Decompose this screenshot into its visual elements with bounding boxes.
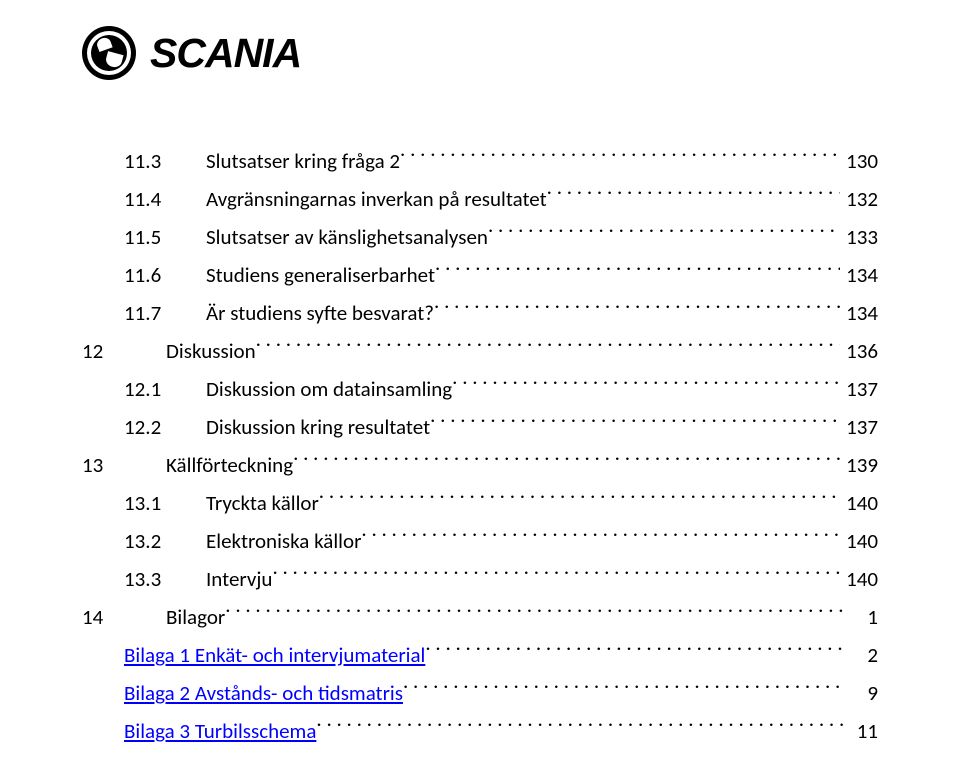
toc-entry-page: 134 <box>840 256 878 294</box>
toc-row: 13 Källförteckning 139 <box>82 446 878 484</box>
toc-row: 14 Bilagor 1 <box>82 598 878 636</box>
toc-entry-title: Bilagor <box>166 598 225 636</box>
toc-entry-title: Diskussion om datainsamling <box>206 370 452 408</box>
toc-entry-number: 12.2 <box>124 408 168 446</box>
toc-leader-dots <box>400 147 840 168</box>
toc-entry-title: Slutsatser av känslighetsanalysen <box>206 218 488 256</box>
toc-leader-dots <box>488 223 840 244</box>
toc-row: 13.3 Intervju 140 <box>82 560 878 598</box>
toc-leader-dots <box>430 413 840 434</box>
toc-entry-page: 134 <box>840 294 878 332</box>
toc-entry-title: Studiens generaliserbarhet <box>206 256 435 294</box>
toc-entry-number: 11.3 <box>124 142 168 180</box>
toc-entry-title: Diskussion <box>166 332 256 370</box>
toc-entry-title[interactable]: Bilaga 3 Turbilsschema <box>124 712 316 750</box>
toc-row: 12 Diskussion 136 <box>82 332 878 370</box>
toc-entry-number: 11.6 <box>124 256 168 294</box>
toc-row: 12.1 Diskussion om datainsamling 137 <box>82 370 878 408</box>
toc-entry-page: 130 <box>840 142 878 180</box>
toc-entry-number: 13.1 <box>124 484 168 522</box>
toc-entry-page: 139 <box>840 446 878 484</box>
toc-entry-number: 12.1 <box>124 370 168 408</box>
toc-entry-title: Intervju <box>206 560 272 598</box>
brand-wordmark: SCANIA <box>150 30 301 77</box>
toc-entry-page: 133 <box>840 218 878 256</box>
toc-row[interactable]: Bilaga 3 Turbilsschema 11 <box>82 712 878 750</box>
toc-entry-title: Slutsatser kring fråga 2 <box>206 142 400 180</box>
toc-entry-page: 11 <box>844 712 878 750</box>
toc-row: 12.2 Diskussion kring resultatet 137 <box>82 408 878 446</box>
table-of-contents: 11.3 Slutsatser kring fråga 2 130 11.4 Avgrä… <box>82 142 878 750</box>
toc-leader-dots <box>272 565 840 586</box>
toc-entry-title: Elektroniska källor <box>206 522 361 560</box>
toc-entry-title: Avgränsningarnas inverkan på resultatet <box>206 180 547 218</box>
toc-leader-dots <box>435 261 840 282</box>
toc-leader-dots <box>361 527 840 548</box>
toc-row[interactable]: Bilaga 2 Avstånds- och tidsmatris 9 <box>82 674 878 712</box>
toc-entry-title: Diskussion kring resultatet <box>206 408 430 446</box>
toc-entry-page: 136 <box>840 332 878 370</box>
toc-leader-dots <box>316 717 844 738</box>
toc-entry-page: 9 <box>844 674 878 712</box>
toc-entry-title[interactable]: Bilaga 1 Enkät- och intervjumaterial <box>124 636 425 674</box>
toc-entry-number: 13 <box>82 446 110 484</box>
toc-leader-dots <box>425 641 844 662</box>
toc-entry-title: Tryckta källor <box>206 484 319 522</box>
toc-entry-page: 140 <box>840 484 878 522</box>
toc-entry-number: 13.3 <box>124 560 168 598</box>
toc-entry-title: Är studiens syfte besvarat? <box>206 294 434 332</box>
toc-row: 11.5 Slutsatser av känslighetsanalysen 133 <box>82 218 878 256</box>
toc-leader-dots <box>319 489 840 510</box>
brand-header: SCANIA <box>82 26 878 80</box>
toc-leader-dots <box>403 679 844 700</box>
toc-row: 11.6 Studiens generaliserbarhet 134 <box>82 256 878 294</box>
toc-leader-dots <box>434 299 840 320</box>
toc-entry-page: 140 <box>840 522 878 560</box>
toc-entry-title: Källförteckning <box>166 446 293 484</box>
toc-entry-page: 132 <box>840 180 878 218</box>
toc-entry-title[interactable]: Bilaga 2 Avstånds- och tidsmatris <box>124 674 403 712</box>
toc-row: 11.7 Är studiens syfte besvarat? 134 <box>82 294 878 332</box>
toc-entry-number: 11.5 <box>124 218 168 256</box>
toc-leader-dots <box>547 185 840 206</box>
toc-entry-number: 12 <box>82 332 110 370</box>
toc-entry-page: 137 <box>840 370 878 408</box>
toc-row: 13.1 Tryckta källor 140 <box>82 484 878 522</box>
document-page: SCANIA 11.3Slutsatser kring fråga 213011… <box>0 0 960 770</box>
toc-leader-dots <box>256 337 840 358</box>
toc-entry-page: 137 <box>840 408 878 446</box>
toc-row: 11.4 Avgränsningarnas inverkan på resulta… <box>82 180 878 218</box>
toc-leader-dots <box>293 451 840 472</box>
toc-entry-page: 1 <box>844 598 878 636</box>
toc-leader-dots <box>225 603 844 624</box>
toc-entry-number: 14 <box>82 598 110 636</box>
toc-entry-page: 2 <box>844 636 878 674</box>
toc-entry-page: 140 <box>840 560 878 598</box>
toc-row: 11.3 Slutsatser kring fråga 2 130 <box>82 142 878 180</box>
toc-entry-number: 11.7 <box>124 294 168 332</box>
toc-leader-dots <box>452 375 840 396</box>
toc-entry-number: 13.2 <box>124 522 168 560</box>
toc-entry-number: 11.4 <box>124 180 168 218</box>
toc-row: 13.2 Elektroniska källor 140 <box>82 522 878 560</box>
toc-row[interactable]: Bilaga 1 Enkät- och intervjumaterial 2 <box>82 636 878 674</box>
scania-logo-icon <box>82 26 136 80</box>
